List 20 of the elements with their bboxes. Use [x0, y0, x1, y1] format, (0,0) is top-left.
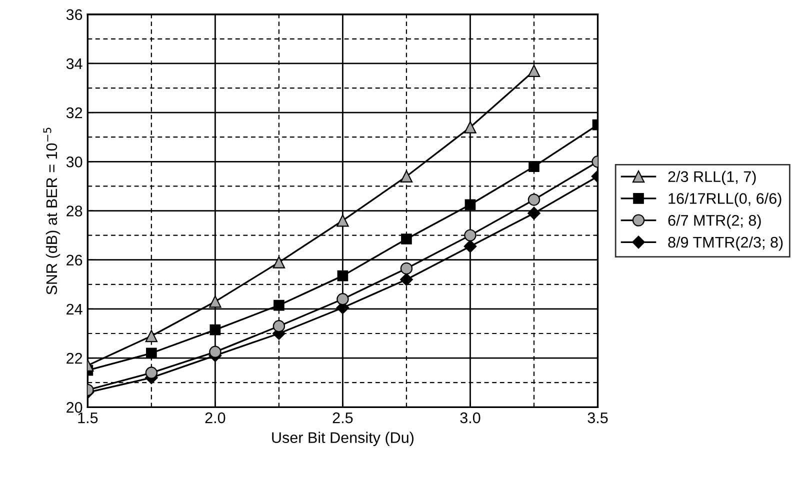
legend-label: 8/9 TMTR(2/3; 8)	[668, 236, 783, 251]
y-tick-label: 24	[66, 304, 82, 314]
y-tick-label: 30	[66, 156, 82, 168]
legend-label: 16/17RLL(0, 6/6)	[668, 192, 782, 207]
y-axis-title: SNR (dB) at BER = 10$^{−5}$	[43, 128, 60, 294]
x-axis-title: User Bit Density (Du)	[272, 432, 414, 446]
y-tick-label: 22	[66, 352, 82, 364]
y-tick-label: 20	[66, 402, 82, 413]
x-tick-label: 3.5	[588, 412, 608, 424]
x-tick-label: 1.5	[78, 412, 98, 424]
legend-label: 6/7 MTR(2; 8)	[668, 214, 761, 229]
y-tick-label: 34	[66, 58, 82, 70]
y-tick-label: 26	[66, 254, 82, 266]
y-tick-label: 36	[66, 9, 82, 20]
x-tick-label: 2.5	[332, 412, 353, 424]
y-tick-label: 28	[66, 206, 82, 216]
x-tick-label: 3.0	[460, 412, 480, 424]
legend-label: 2/3 RLL(1, 7)	[668, 170, 756, 186]
x-tick-label: 2.0	[205, 412, 226, 424]
y-tick-label: 32	[66, 107, 82, 118]
